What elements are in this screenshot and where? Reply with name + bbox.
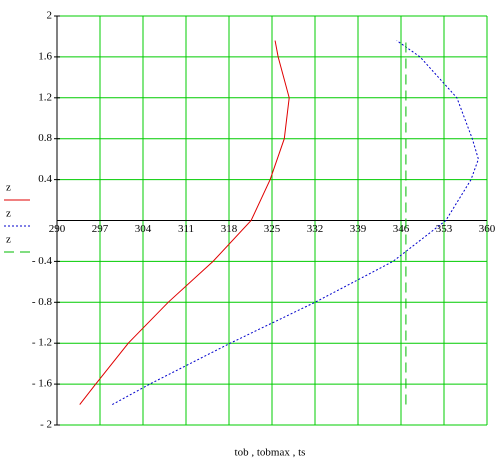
legend-label: z — [6, 182, 11, 194]
x-tick-label: 360 — [479, 223, 496, 235]
x-tick-label: 353 — [436, 223, 453, 235]
x-tick-label: 339 — [350, 223, 367, 235]
x-tick-label: 325 — [264, 223, 281, 235]
y-tick-label: 2 — [47, 10, 53, 22]
y-tick-label: 1.6 — [38, 50, 52, 62]
x-tick-label: 346 — [393, 223, 410, 235]
x-tick-label: 304 — [135, 223, 152, 235]
x-tick-label: 311 — [178, 223, 194, 235]
legend-label: z — [6, 234, 11, 246]
y-tick-label: - 0.4 — [32, 255, 53, 267]
series-line — [79, 40, 290, 405]
y-tick-label: - 2 — [40, 419, 52, 431]
y-tick-label: 1.2 — [38, 91, 52, 103]
y-tick-label: 0.8 — [38, 132, 52, 144]
y-tick-label: - 1.6 — [32, 378, 53, 390]
x-tick-label: 297 — [92, 223, 109, 235]
y-tick-label: - 0.8 — [32, 296, 53, 308]
y-tick-label: 0.4 — [38, 173, 52, 185]
y-tick-label: - 1.2 — [32, 337, 52, 349]
series-line — [112, 40, 479, 405]
legend-label: z — [6, 208, 11, 220]
x-tick-label: 318 — [221, 223, 238, 235]
x-tick-label: 332 — [307, 223, 324, 235]
x-axis-label: tob , tobmax , ts — [235, 447, 306, 459]
